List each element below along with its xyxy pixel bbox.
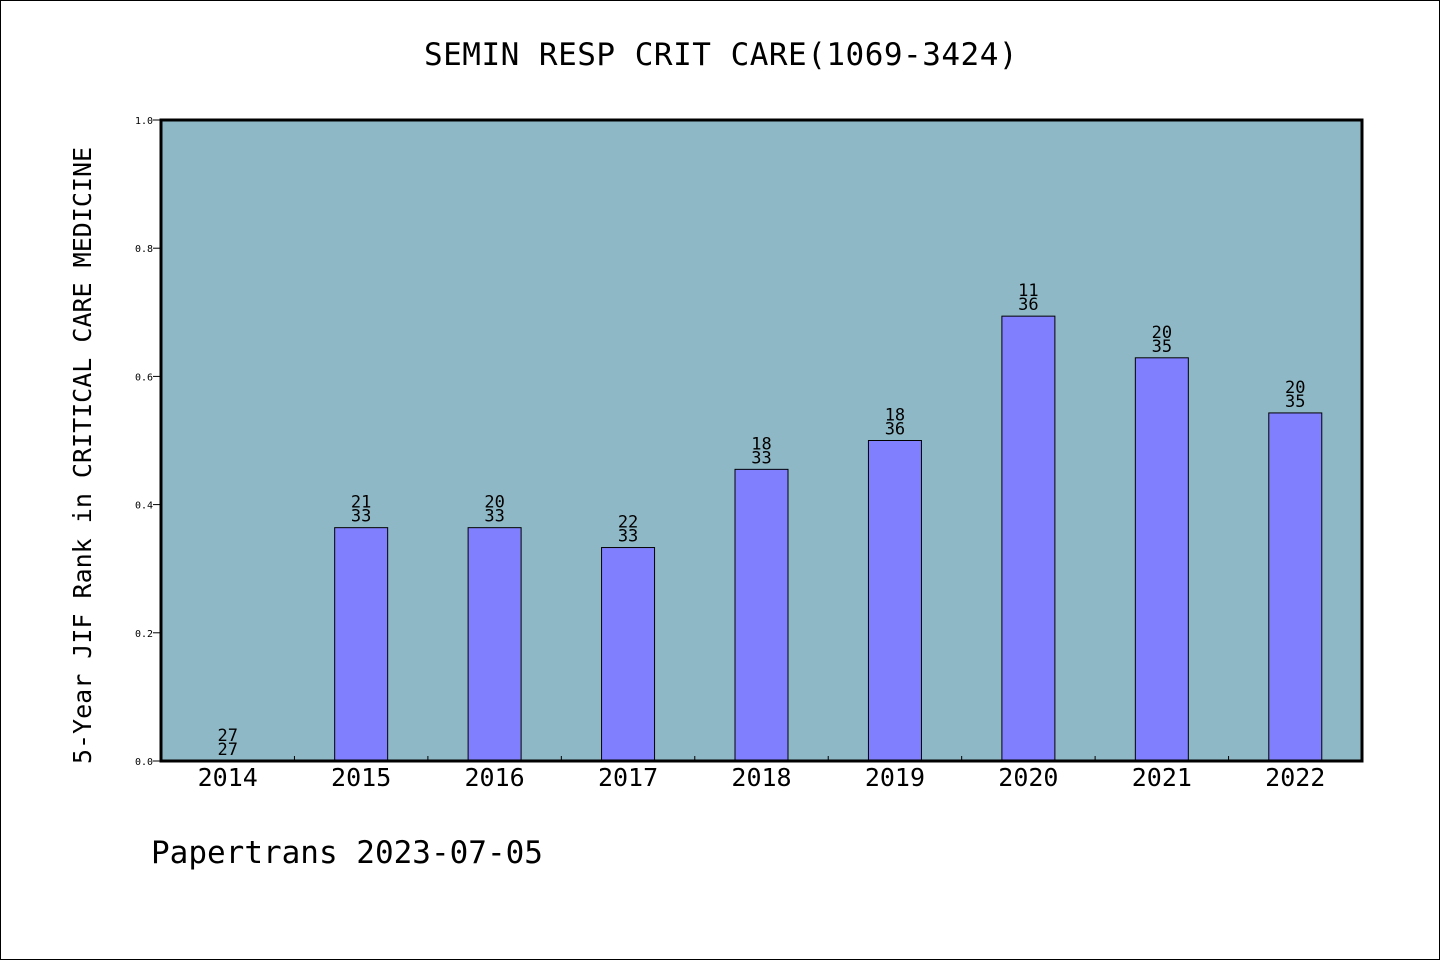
y-axis-label: 5-Year JIF Rank in CRITICAL CARE MEDICIN…: [68, 147, 97, 764]
y-tick-label: 0.8: [135, 244, 153, 255]
y-tick-label: 0.0: [135, 757, 153, 768]
x-tick-label: 2018: [731, 763, 791, 792]
x-tick-label: 2019: [865, 763, 925, 792]
bar-total-label: 33: [484, 507, 504, 527]
bar-total-label: 35: [1285, 392, 1305, 412]
bar-total-label: 35: [1152, 337, 1172, 357]
bar: [734, 468, 789, 762]
plot-frame: [159, 118, 1364, 763]
x-tick-label: 2020: [998, 763, 1058, 792]
bar-rank-label: 20: [1285, 378, 1305, 398]
bar-rank-label: 11: [1018, 281, 1038, 301]
bar: [1134, 357, 1189, 762]
bar: [601, 547, 656, 762]
y-tick-label: 0.6: [135, 372, 153, 383]
x-tick-label: 2015: [331, 763, 391, 792]
y-tick-label: 0.2: [135, 629, 153, 640]
y-tick-label: 1.0: [135, 116, 153, 127]
x-tick-label: 2017: [598, 763, 658, 792]
bar-rank-label: 18: [751, 434, 771, 454]
bar: [467, 527, 522, 762]
y-axis: 0.0 0.2 0.4 0.6 0.8 1.0: [135, 116, 161, 768]
bar-total-label: 33: [618, 527, 638, 547]
bar-total-label: 33: [351, 507, 371, 527]
bar: [334, 527, 389, 762]
bar: [1001, 315, 1056, 762]
bar-rank-label: 27: [217, 726, 237, 746]
bar-rank-label: 22: [618, 513, 638, 533]
bar-total-label: 36: [1018, 295, 1038, 315]
bar-total-label: 36: [885, 420, 905, 440]
chart-title: SEMIN RESP CRIT CARE(1069-3424): [423, 37, 1019, 73]
bar-rank-label: 18: [885, 406, 905, 426]
x-tick-label: 2016: [465, 763, 525, 792]
bars-layer: [334, 315, 1323, 762]
bar-rank-label: 21: [351, 493, 371, 513]
x-axis: 2014 2015 2016 2017 2018 2019 2020 2021 2022: [198, 756, 1325, 792]
bar-rank-label: 20: [484, 493, 504, 513]
bar: [867, 440, 922, 762]
bar-total-label: 27: [217, 740, 237, 760]
footer-text: Papertrans 2023-07-05: [151, 835, 543, 871]
bar-rank-label: 20: [1152, 323, 1172, 343]
x-tick-label: 2014: [198, 763, 258, 792]
x-tick-label: 2021: [1132, 763, 1192, 792]
bar: [1268, 412, 1323, 762]
bar-total-label: 33: [751, 448, 771, 468]
y-tick-label: 0.4: [135, 501, 153, 512]
x-tick-label: 2022: [1265, 763, 1325, 792]
